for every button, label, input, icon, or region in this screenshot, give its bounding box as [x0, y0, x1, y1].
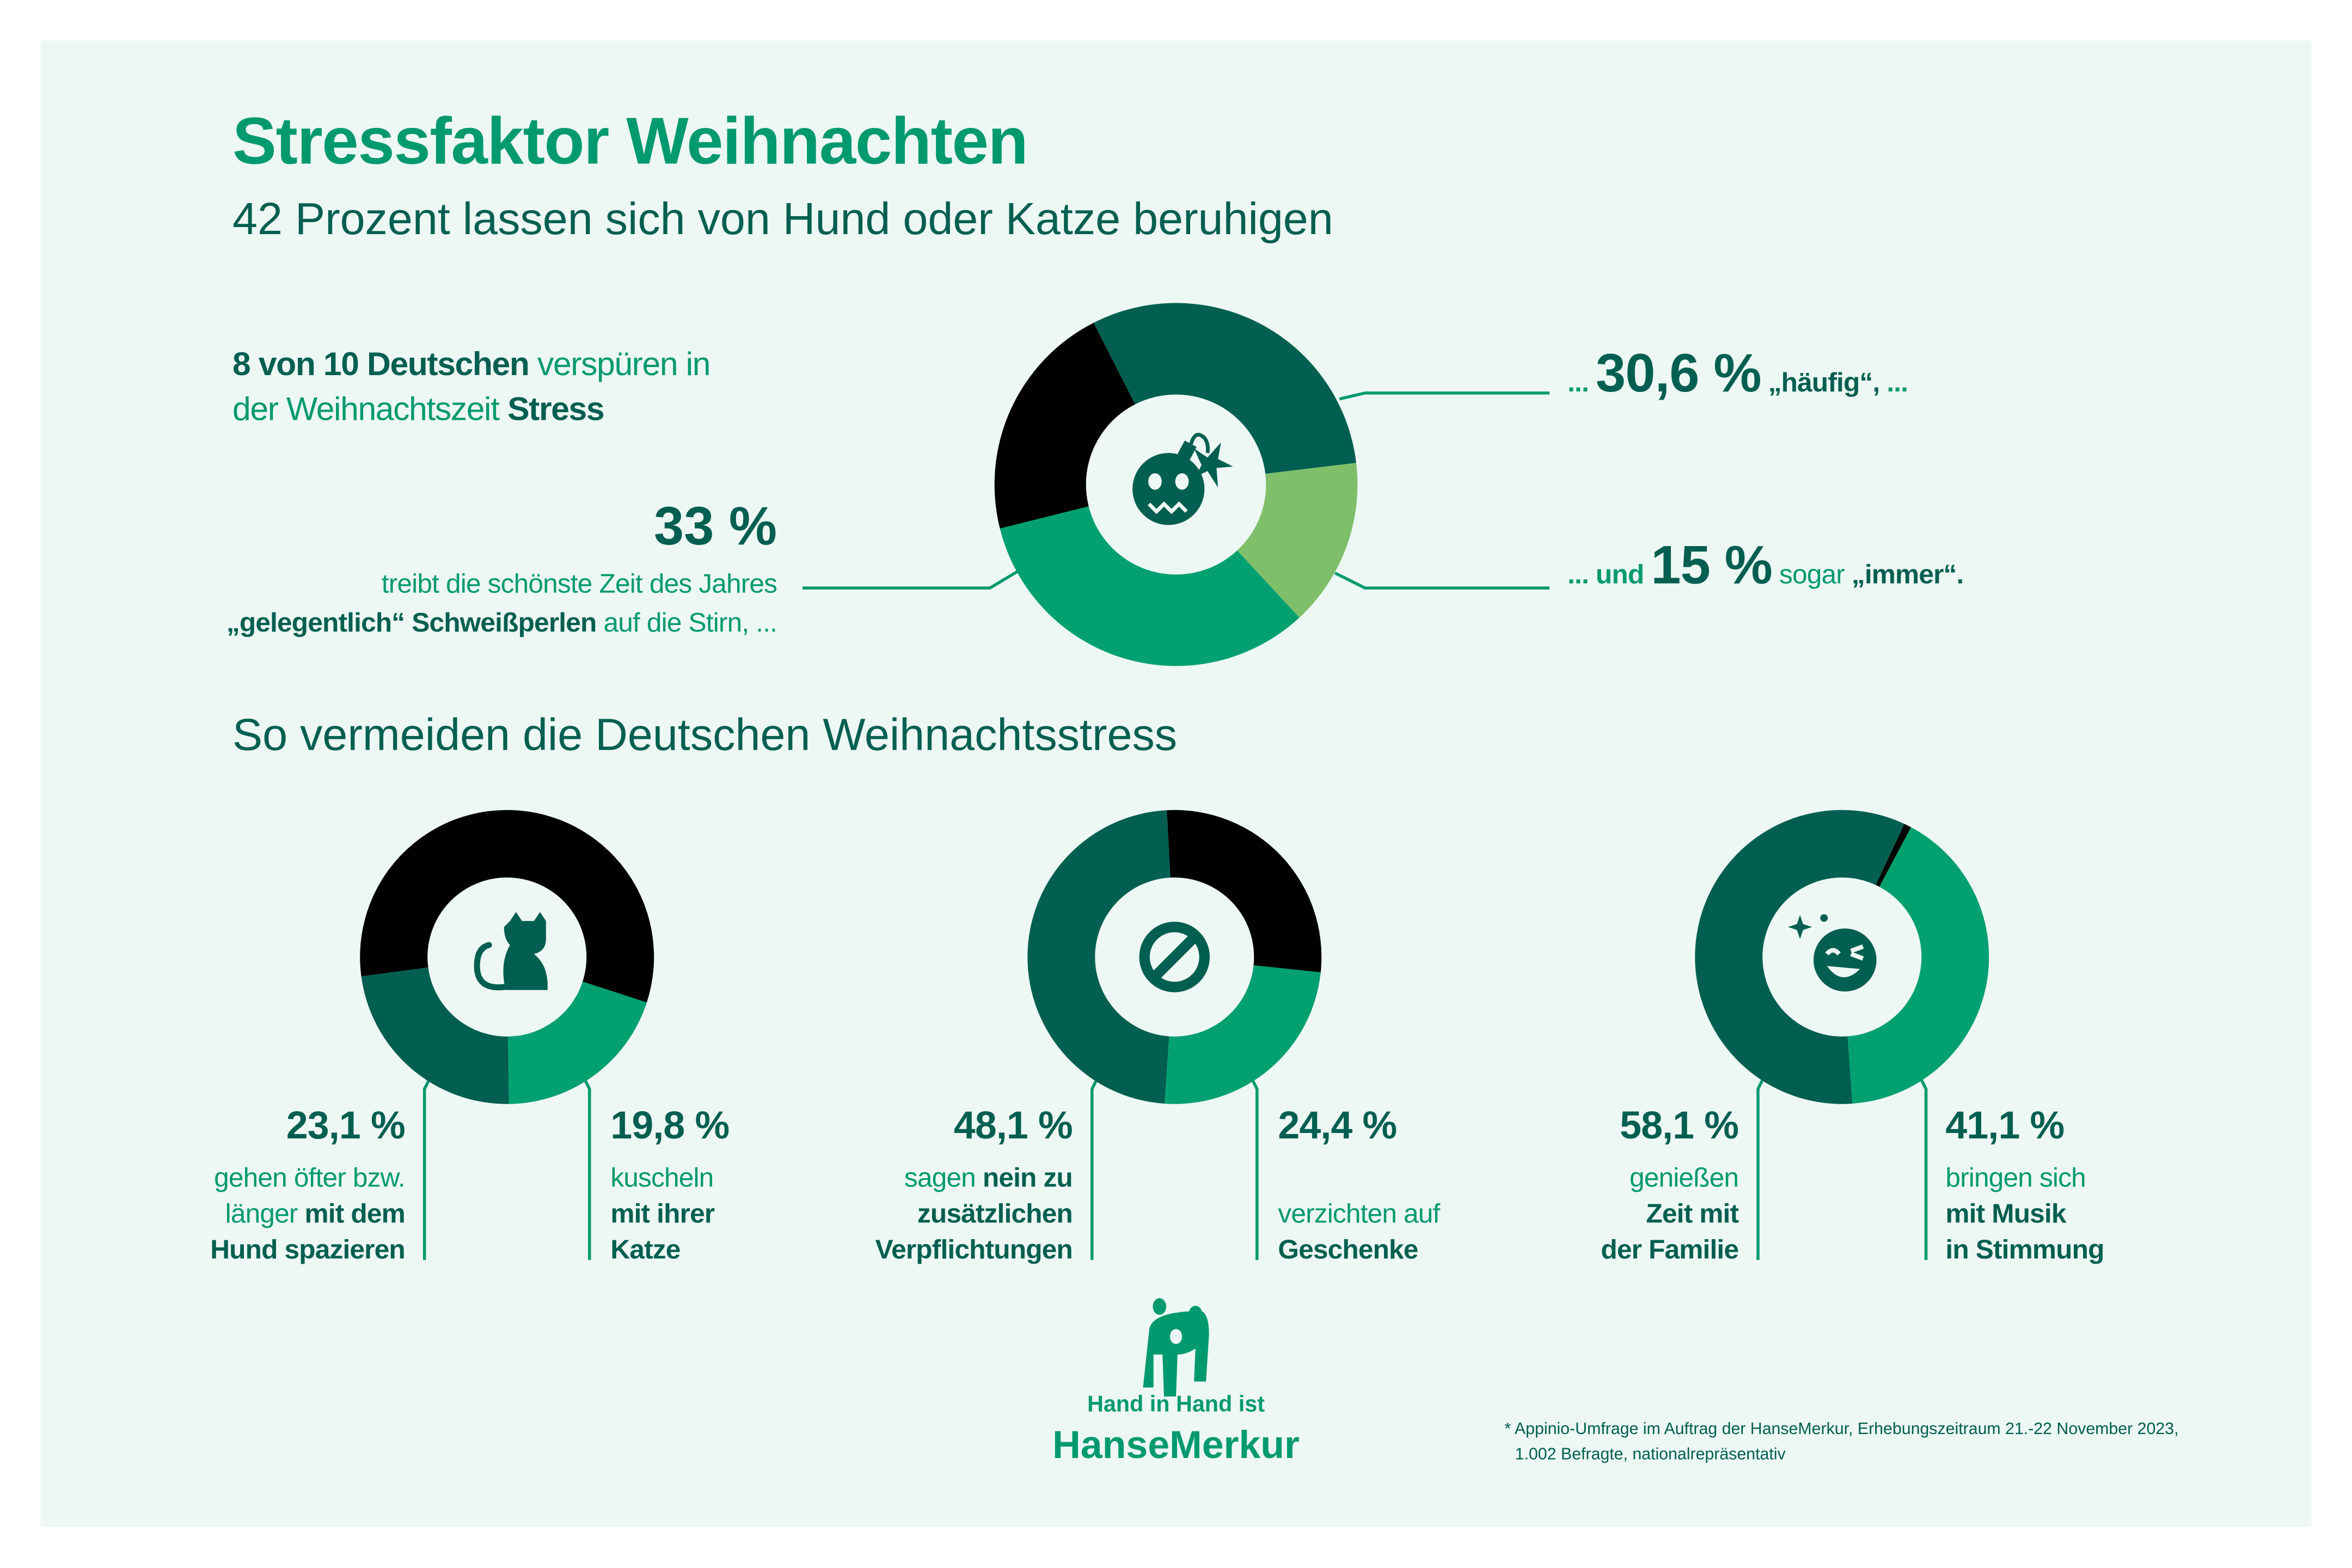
cat-value: 19,8 %	[610, 1102, 730, 1148]
leader-line-obligations	[1090, 1067, 1104, 1260]
label-prefix: ...	[1567, 367, 1596, 398]
gifts-value: 24,4 %	[1278, 1102, 1397, 1148]
leader-line-haeufig	[1339, 391, 1550, 401]
leader-line-dog	[422, 1067, 437, 1260]
page-subtitle: 42 Prozent lassen sich von Hund oder Kat…	[232, 195, 1333, 245]
donut-3-slice-0	[1847, 827, 1989, 1104]
text-line: nein zu	[982, 1162, 1073, 1193]
footnote-line2: 1.002 Befragte, nationalrepräsentativ	[1515, 1445, 1786, 1464]
desc-line1: treibt die schönste Zeit des Jahres	[381, 568, 777, 599]
text-line: mit dem	[304, 1198, 406, 1229]
donut-1-slice-0	[508, 981, 647, 1104]
text-line: zusätzlichen	[917, 1198, 1073, 1229]
bomb-icon	[1132, 432, 1233, 525]
donut-2-slice-1	[1165, 965, 1321, 1104]
donut-1-slice-1	[361, 967, 509, 1104]
text-line: kuscheln	[610, 1162, 714, 1193]
donut-0-slice-3	[994, 322, 1135, 529]
text-line: verzichten auf	[1278, 1198, 1440, 1229]
tip-cat-label: 19,8 % kuscheln mit ihrer Katze	[610, 1102, 730, 1267]
leader-line-music	[1914, 1067, 1928, 1260]
donut-1-slice-2	[360, 810, 654, 1003]
leader-line-family	[1756, 1067, 1770, 1260]
desc-line2-bold: „gelegentlich“ Schweißperlen	[226, 607, 597, 638]
leader-line-cat	[578, 1067, 591, 1260]
immer-value: 15 %	[1651, 534, 1773, 596]
text-line: Verpflichtungen	[875, 1234, 1073, 1265]
leader-line-gifts	[1245, 1067, 1259, 1260]
text-line: in Stimmung	[1945, 1234, 2104, 1265]
obligations-value: 48,1 %	[953, 1102, 1073, 1148]
text-line: länger	[225, 1198, 305, 1229]
leader-line-gelegentlich	[802, 568, 1021, 590]
intro-text: 8 von 10 Deutschen verspüren in der Weih…	[232, 342, 710, 432]
text-line: mit ihrer	[610, 1198, 715, 1229]
logo-brand: HanseMerkur	[1052, 1422, 1300, 1467]
label-prefix: ... und	[1567, 559, 1651, 590]
donut-3-slice-1	[1695, 810, 1904, 1104]
label-ellipsis: ...	[1879, 367, 1908, 398]
immer-label: ... und 15 % sogar „immer“.	[1567, 534, 1964, 597]
winking-face-sparkles-icon	[1788, 914, 1877, 992]
text-line: Zeit mit	[1646, 1198, 1739, 1229]
tip-music-label: 41,1 % bringen sich mit Musik in Stimmun…	[1945, 1102, 2104, 1267]
gelegentlich-value: 33 %	[654, 495, 777, 557]
gelegentlich-description: treibt die schönste Zeit des Jahres „gel…	[226, 564, 777, 642]
cat-icon	[474, 912, 548, 990]
text-line: Katze	[610, 1234, 681, 1265]
tip-family-label: 58,1 % genießen Zeit mit der Familie	[1601, 1102, 1739, 1267]
intro-green-2: der Weihnachtszeit	[232, 390, 508, 428]
label-suffix: „immer“.	[1851, 559, 1964, 590]
donut-2-slice-0	[1167, 810, 1322, 972]
text-line: gehen öfter bzw.	[214, 1162, 406, 1193]
page-title: Stressfaktor Weihnachten	[232, 105, 1028, 179]
tip-obligations-label: 48,1 % sagen nein zu zusätzlichen Verpfl…	[875, 1102, 1073, 1267]
text-line: Hund spazieren	[210, 1234, 406, 1265]
family-value: 58,1 %	[1620, 1102, 1739, 1148]
prohibited-icon	[1139, 922, 1210, 993]
dog-value: 23,1 %	[286, 1102, 406, 1148]
leader-line-immer	[1334, 571, 1550, 590]
intro-bold: 8 von 10 Deutschen	[232, 345, 530, 383]
text-line: bringen sich	[1945, 1162, 2086, 1193]
donut-2-slice-2	[1027, 810, 1171, 1104]
footnote: * Appinio-Umfrage im Auftrag der HanseMe…	[1504, 1418, 2178, 1469]
tip-gifts-label: 24,4 % verzichten auf Geschenke	[1278, 1102, 1440, 1267]
section-title: So vermeiden die Deutschen Weihnachtsstr…	[232, 710, 1178, 761]
donut-3-slice-2	[1876, 824, 1912, 887]
haeufig-label: ... 30,6 % „häufig“, ...	[1567, 342, 1908, 405]
donut-0-slice-1	[1237, 463, 1358, 618]
text-line: Geschenke	[1278, 1234, 1418, 1265]
music-value: 41,1 %	[1945, 1102, 2065, 1148]
hansemerkur-people-logo	[1143, 1298, 1209, 1396]
donut-0-slice-0	[1093, 303, 1356, 474]
text-line: sagen	[904, 1162, 983, 1193]
donut-0-slice-2	[1000, 506, 1300, 666]
logo-tagline: Hand in Hand ist	[1087, 1392, 1265, 1418]
haeufig-value: 30,6 %	[1595, 342, 1762, 404]
desc-line2-rest: auf die Stirn, ...	[596, 607, 777, 638]
label-mid: sogar	[1772, 559, 1852, 590]
text-line: der Familie	[1601, 1234, 1739, 1265]
tip-dog-label: 23,1 % gehen öfter bzw. länger mit dem H…	[210, 1102, 406, 1267]
background-panel	[40, 40, 2312, 1527]
intro-bold-2: Stress	[507, 390, 604, 428]
label-suffix: „häufig“,	[1761, 367, 1881, 398]
footnote-line1: * Appinio-Umfrage im Auftrag der HanseMe…	[1504, 1420, 2179, 1439]
text-line: genießen	[1629, 1162, 1739, 1193]
intro-green: verspüren in	[529, 345, 710, 383]
text-line: mit Musik	[1945, 1198, 2066, 1229]
